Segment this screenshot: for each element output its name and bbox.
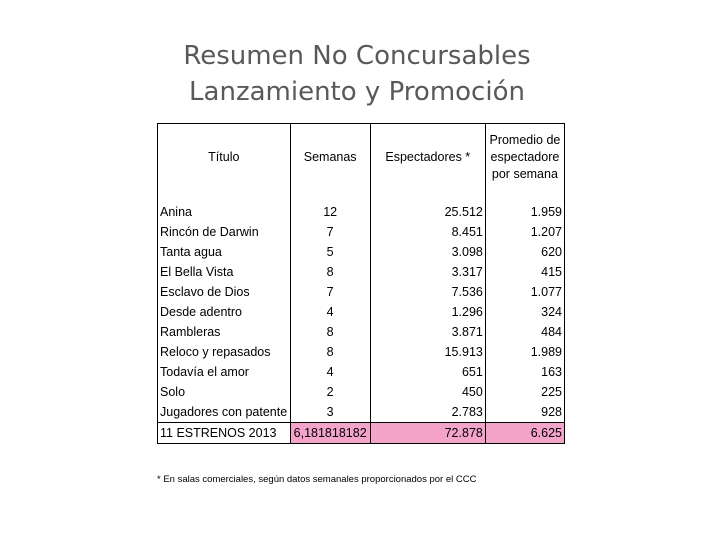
cell-espectadores: 3.871: [370, 322, 486, 342]
slide-title: Resumen No Concursables Lanzamiento y Pr…: [0, 38, 714, 110]
table-row: Anina 12 25.512 1.959: [157, 202, 566, 222]
footnote: * En salas comerciales, según datos sema…: [157, 474, 477, 485]
cell-semanas: 8: [290, 322, 371, 342]
cell-espectadores: 651: [370, 362, 486, 382]
total-espectadores: 72.878: [370, 422, 486, 444]
cell-promedio: 225: [485, 382, 566, 402]
total-semanas: 6,181818182: [290, 422, 371, 444]
cell-semanas: 2: [290, 382, 371, 402]
cell-promedio: 324: [485, 302, 566, 322]
cell-espectadores: 450: [370, 382, 486, 402]
cell-espectadores: 8.451: [370, 222, 486, 242]
title-line-2: Lanzamiento y Promoción: [189, 77, 525, 107]
cell-titulo: El Bella Vista: [157, 262, 291, 282]
cell-titulo: Anina: [157, 202, 291, 222]
cell-semanas: 8: [290, 262, 371, 282]
table-row: Desde adentro 4 1.296 324: [157, 302, 566, 322]
table-row: Solo 2 450 225: [157, 382, 566, 402]
total-promedio: 6.625: [485, 422, 566, 444]
total-row: 11 ESTRENOS 2013 6,181818182 72.878 6.62…: [157, 422, 566, 444]
cell-espectadores: 15.913: [370, 342, 486, 362]
header-semanas: Semanas: [290, 123, 371, 190]
cell-promedio: 1.077: [485, 282, 566, 302]
table-row: Rambleras 8 3.871 484: [157, 322, 566, 342]
cell-titulo: Solo: [157, 382, 291, 402]
cell-semanas: 8: [290, 342, 371, 362]
cell-promedio: 620: [485, 242, 566, 262]
table-row: Todavía el amor 4 651 163: [157, 362, 566, 382]
cell-promedio: 1.959: [485, 202, 566, 222]
cell-espectadores: 3.317: [370, 262, 486, 282]
table-row: El Bella Vista 8 3.317 415: [157, 262, 566, 282]
header-espectadores: Espectadores *: [370, 123, 486, 190]
cell-espectadores: 25.512: [370, 202, 486, 222]
cell-semanas: 12: [290, 202, 371, 222]
table-row: Jugadores con patente 3 2.783 928: [157, 402, 566, 423]
header-spacer: [157, 190, 566, 202]
cell-promedio: 1.207: [485, 222, 566, 242]
header-titulo: Título: [157, 123, 291, 190]
cell-titulo: Desde adentro: [157, 302, 291, 322]
cell-promedio: 484: [485, 322, 566, 342]
cell-titulo: Rambleras: [157, 322, 291, 342]
summary-table: Título Semanas Espectadores * Promedio d…: [157, 123, 566, 444]
cell-espectadores: 1.296: [370, 302, 486, 322]
cell-promedio: 415: [485, 262, 566, 282]
cell-promedio: 928: [485, 402, 566, 423]
cell-titulo: Rincón de Darwin: [157, 222, 291, 242]
table-header-row: Título Semanas Espectadores * Promedio d…: [157, 123, 566, 190]
header-promedio: Promedio de espectadore por semana: [485, 123, 566, 190]
cell-semanas: 3: [290, 402, 371, 423]
cell-espectadores: 7.536: [370, 282, 486, 302]
cell-titulo: Jugadores con patente: [157, 402, 291, 423]
cell-titulo: Todavía el amor: [157, 362, 291, 382]
cell-semanas: 7: [290, 222, 371, 242]
cell-semanas: 4: [290, 302, 371, 322]
total-titulo: 11 ESTRENOS 2013: [157, 422, 291, 444]
cell-titulo: Reloco y repasados: [157, 342, 291, 362]
cell-promedio: 163: [485, 362, 566, 382]
title-line-1: Resumen No Concursables: [183, 41, 531, 71]
cell-espectadores: 2.783: [370, 402, 486, 423]
cell-titulo: Esclavo de Dios: [157, 282, 291, 302]
cell-semanas: 7: [290, 282, 371, 302]
cell-semanas: 4: [290, 362, 371, 382]
header-promedio-line-3: por semana: [491, 166, 558, 181]
cell-promedio: 1.989: [485, 342, 566, 362]
table-row: Esclavo de Dios 7 7.536 1.077: [157, 282, 566, 302]
table-row: Rincón de Darwin 7 8.451 1.207: [157, 222, 566, 242]
cell-titulo: Tanta agua: [157, 242, 291, 262]
cell-semanas: 5: [290, 242, 371, 262]
header-promedio-line-1: Promedio de: [489, 132, 561, 147]
table-row: Tanta agua 5 3.098 620: [157, 242, 566, 262]
header-promedio-line-2: espectadore: [490, 149, 560, 164]
cell-espectadores: 3.098: [370, 242, 486, 262]
table-row: Reloco y repasados 8 15.913 1.989: [157, 342, 566, 362]
